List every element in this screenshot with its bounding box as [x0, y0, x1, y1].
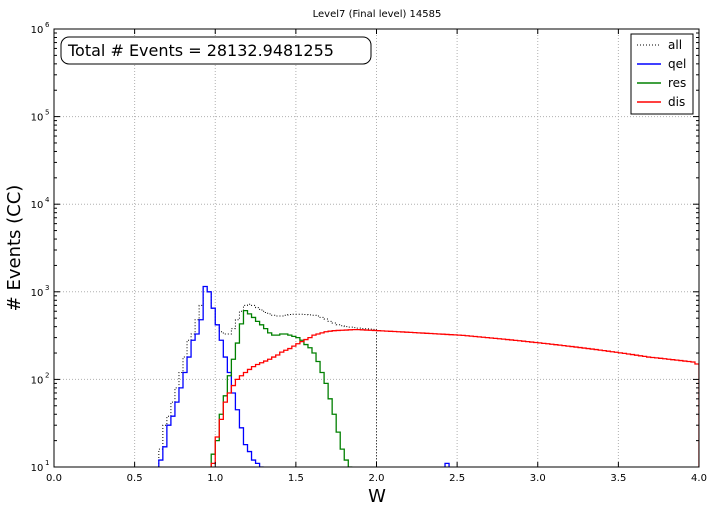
total-events-annotation: Total # Events = 28132.9481255: [60, 36, 372, 65]
annotation-box: [60, 36, 372, 65]
x-axis-title: W: [368, 486, 386, 507]
x-tick-label: 2.0: [369, 473, 385, 484]
legend-label-all: all: [668, 38, 682, 52]
x-tick-label: 3.5: [610, 473, 626, 484]
grid-lines: [54, 29, 699, 467]
chart-title: Level7 (Final level) 14585: [313, 9, 442, 20]
series-dis-line: [210, 328, 699, 467]
legend-label-dis: dis: [668, 95, 685, 109]
x-tick-label: 4.0: [691, 473, 707, 484]
y-tick-label: 10: [31, 288, 44, 299]
legend-label-res: res: [668, 76, 686, 90]
x-tick-label: 2.5: [449, 473, 465, 484]
x-tick-label: 0.0: [46, 473, 62, 484]
x-tick-label: 1.0: [207, 473, 223, 484]
axis-ticks: 0.0 0.5 1.0 1.5 2.0 2.5 3.0 3.5 4.010 110 210 310 41…: [31, 21, 707, 484]
y-tick-label: 10: [31, 200, 44, 211]
y-tick-label: 10: [31, 25, 44, 36]
x-tick-label: 1.5: [288, 473, 304, 484]
series-res-line: [210, 309, 353, 467]
y-tick-label: 10: [31, 375, 44, 386]
y-tick-label: 10: [31, 113, 44, 124]
total-events-text: Total # Events = 28132.9481255: [67, 41, 334, 60]
y-tick-exponent: 6: [45, 21, 50, 29]
series-qel-line: [444, 462, 450, 467]
x-tick-label: 3.0: [530, 473, 546, 484]
y-tick-exponent: 5: [45, 109, 49, 117]
series-qel-line: [158, 285, 264, 467]
x-tick-label: 0.5: [127, 473, 143, 484]
y-tick-label: 10: [31, 463, 44, 474]
legend-box: [630, 33, 694, 115]
y-tick-exponent: 1: [45, 459, 49, 467]
series-all-line: [158, 285, 377, 467]
y-tick-exponent: 2: [45, 371, 49, 379]
y-tick-exponent: 4: [45, 196, 50, 204]
y-tick-exponent: 3: [45, 284, 49, 292]
y-axis-title: # Events (CC): [4, 185, 25, 312]
histogram-series: [158, 285, 699, 467]
legend: all qel res dis: [630, 33, 694, 115]
legend-label-qel: qel: [668, 57, 686, 71]
